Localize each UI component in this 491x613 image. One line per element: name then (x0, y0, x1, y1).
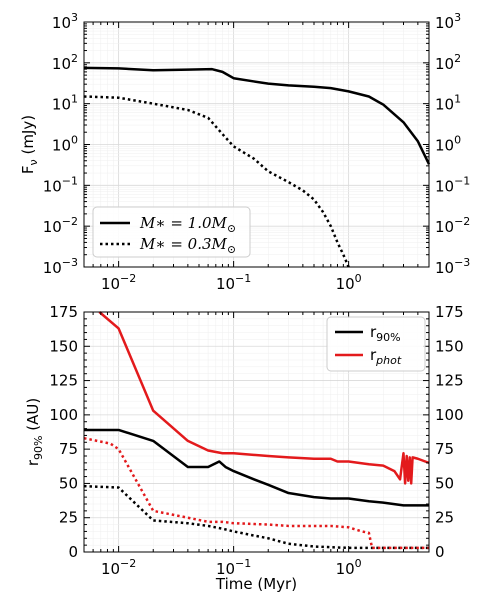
series-line (83, 95, 350, 268)
x-tick-label: 10−2 (101, 557, 136, 578)
y-tick-label-left: 175 (49, 303, 78, 321)
y-tick-label-left: 50 (59, 474, 78, 492)
y-tick-label-left: 25 (59, 509, 78, 527)
y-tick-label-left: 10−1 (43, 174, 78, 195)
bottom-legend-label-r90: r90% (370, 323, 401, 344)
y-tick-label-left: 75 (59, 440, 78, 458)
x-tick-label: 10−1 (216, 272, 251, 293)
y-tick-label-left: 101 (52, 93, 78, 114)
top-legend-label-2: M∗ = 0.3M⊙ (139, 235, 236, 256)
series-line (98, 311, 430, 485)
y-tick-label-left: 150 (49, 337, 78, 355)
y-tick-label-left: 10−3 (43, 256, 78, 277)
x-tick-label: 100 (336, 557, 362, 578)
y-tick-label-right: 0 (435, 543, 445, 561)
y-tick-label-left: 10−2 (43, 215, 78, 236)
y-tick-label-left: 125 (49, 372, 78, 390)
bottom-series (83, 311, 430, 550)
bottom-legend-label-rphot: rphot (370, 346, 402, 367)
x-tick-label: 10−1 (216, 557, 251, 578)
y-tick-label-right: 125 (435, 372, 464, 390)
y-tick-label-right: 101 (435, 93, 461, 114)
bottom-axes-frame (83, 311, 430, 553)
top-panel: 10−2 10−1 100 103 103 102 102 101 101 100 100 10−1 1… (19, 11, 470, 293)
bottom-x-axis-label: Time (Myr) (215, 575, 297, 593)
series-line (83, 436, 429, 550)
bottom-legend: r90% rphot (326, 316, 426, 372)
top-grid (83, 22, 430, 268)
y-tick-label-right: 25 (435, 509, 454, 527)
y-tick-label-left: 103 (52, 11, 78, 32)
y-tick-label-right: 175 (435, 303, 464, 321)
y-tick-label-right: 75 (435, 440, 454, 458)
bottom-panel: 10−2 10−1 100 0 0 25 25 50 50 75 75 100 100 125 125 150… (24, 303, 464, 593)
series-line (84, 428, 429, 507)
y-tick-label-right: 50 (435, 474, 454, 492)
y-tick-label-right: 10−3 (435, 256, 470, 277)
y-tick-label-right: 103 (435, 11, 461, 32)
y-tick-label-right: 10−2 (435, 215, 470, 236)
y-tick-label-left: 100 (52, 134, 78, 155)
y-tick-label-right: 100 (435, 406, 464, 424)
y-tick-label-right: 150 (435, 337, 464, 355)
y-tick-label-left: 102 (52, 52, 78, 73)
bottom-ticks: 10−2 10−1 100 0 0 25 25 50 50 75 75 100 100 125 125 150… (49, 303, 463, 578)
x-tick-label: 100 (336, 272, 362, 293)
y-tick-label-right: 100 (435, 134, 461, 155)
top-legend-label-1: M∗ = 1.0M⊙ (139, 214, 236, 235)
x-tick-label: 10−2 (101, 272, 136, 293)
top-series (83, 66, 431, 268)
y-tick-label-right: 10−1 (435, 174, 470, 195)
y-tick-label-left: 100 (49, 406, 78, 424)
top-legend: M∗ = 1.0M⊙ M∗ = 0.3M⊙ (92, 206, 251, 258)
bottom-legend-box (326, 316, 426, 372)
top-legend-box (92, 206, 251, 258)
y-tick-label-left: 0 (68, 543, 78, 561)
y-tick-label-right: 102 (435, 52, 461, 73)
series-line (83, 66, 431, 165)
bottom-y-axis-label: r90% (AU) (24, 398, 45, 466)
series-line (83, 484, 429, 550)
top-ticks: 10−2 10−1 100 103 103 102 102 101 101 100 100 10−1 1… (43, 11, 471, 293)
top-y-axis-label: Fν (mJy) (19, 115, 40, 174)
